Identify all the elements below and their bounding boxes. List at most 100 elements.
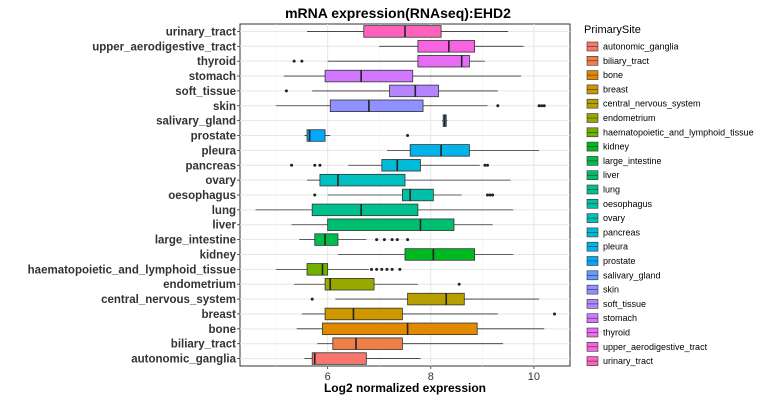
outlier-point [382, 238, 386, 242]
y-tick-label: autonomic_ganglia [131, 354, 236, 366]
legend-label: biliary_tract [603, 56, 650, 66]
box-breast [301, 307, 557, 321]
x-tick-label: 6 [325, 371, 331, 383]
box-stomach [283, 69, 522, 83]
legend-label: endometrium [603, 113, 656, 123]
outlier-point [553, 312, 557, 316]
legend-item-prostate: prostate [586, 256, 636, 266]
legend-item-central_nervous_system: central_nervous_system [586, 99, 701, 109]
legend-item-upper_aerodigestive_tract: upper_aerodigestive_tract [586, 342, 708, 352]
y-tick-label: pleura [201, 145, 236, 157]
outlier-point [375, 267, 379, 271]
box-iqr [306, 129, 326, 142]
box-lung [255, 203, 514, 217]
y-tick-label: oesophagus [168, 190, 236, 202]
box-upper_aerodigestive_tract [379, 40, 524, 53]
box-prostate [304, 129, 410, 142]
box-large_intestine [299, 233, 410, 246]
box-iqr [417, 54, 470, 68]
y-tick-label: kidney [200, 249, 237, 261]
outlier-point [395, 238, 399, 242]
box-haematopoietic_and_lymphoid_tissue [276, 263, 402, 276]
y-tick-label: thyroid [197, 56, 236, 68]
box-kidney [337, 248, 514, 261]
box-iqr [402, 188, 434, 202]
legend-item-liver: liver [586, 170, 620, 180]
box-iqr [329, 99, 424, 112]
legend-label: urinary_tract [603, 356, 654, 366]
box-soft_tissue [284, 84, 498, 98]
legend-label: autonomic_ganglia [603, 42, 679, 52]
outlier-point [310, 297, 314, 301]
y-tick-label: soft_tissue [175, 86, 236, 98]
box-iqr [381, 159, 421, 172]
chart-title: mRNA expression(RNAseq):EHD2 [285, 5, 511, 21]
outlier-point [540, 104, 544, 108]
outlier-point [290, 163, 294, 167]
outlier-point [284, 89, 288, 93]
outlier-point [369, 267, 373, 271]
legend-label: haematopoietic_and_lymphoid_tissue [603, 127, 754, 137]
outlier-point [496, 104, 500, 108]
legend-item-lung: lung [586, 185, 620, 195]
outlier-point [313, 163, 317, 167]
legend-title: PrimarySite [584, 24, 641, 36]
box-iqr [324, 69, 414, 83]
outlier-point [318, 163, 322, 167]
legend-label: pleura [603, 242, 628, 252]
legend-label: stomach [603, 313, 637, 323]
x-tick-label: 8 [428, 371, 434, 383]
box-liver [291, 218, 493, 231]
box-ovary [307, 173, 511, 187]
x-axis-ticks: 6 8 10 [325, 366, 540, 383]
y-tick-label: large_intestine [155, 235, 236, 247]
box-iqr [409, 144, 470, 157]
legend-item-autonomic_ganglia: autonomic_ganglia [586, 42, 679, 52]
box-iqr [332, 337, 403, 350]
box-iqr [389, 84, 439, 98]
y-tick-label: pancreas [185, 160, 236, 172]
outlier-point [486, 193, 489, 197]
y-tick-label: liver [212, 220, 236, 232]
legend-item-breast: breast [586, 84, 629, 94]
outlier-point [486, 163, 489, 167]
outlier-point [385, 267, 389, 271]
outlier-point [300, 59, 304, 63]
legend-label: pancreas [603, 227, 641, 237]
legend-label: bone [603, 70, 623, 80]
box-iqr [417, 40, 476, 53]
legend-item-biliary_tract: biliary_tract [586, 56, 650, 66]
y-tick-label: stomach [189, 71, 236, 83]
legend-label: salivary_gland [603, 270, 661, 280]
outlier-point [313, 193, 317, 197]
y-tick-label: central_nervous_system [101, 294, 236, 306]
y-tick-label: bone [209, 324, 236, 336]
box-thyroid [292, 54, 485, 68]
legend-label: oesophagus [603, 199, 653, 209]
box-iqr [306, 263, 329, 276]
box-pancreas [290, 159, 489, 172]
box-iqr [324, 278, 375, 291]
outlier-point [406, 134, 410, 138]
legend-item-pancreas: pancreas [586, 227, 641, 237]
legend-label: liver [603, 170, 620, 180]
box-iqr [311, 203, 419, 217]
legend-item-kidney: kidney [586, 142, 630, 152]
legend-label: large_intestine [603, 156, 662, 166]
legend-item-bone: bone [586, 70, 623, 80]
outlier-point [537, 104, 541, 108]
box-urinary_tract [307, 25, 509, 38]
box-iqr [407, 292, 465, 306]
legend-item-pleura: pleura [586, 242, 628, 252]
legend-label: kidney [603, 142, 630, 152]
legend-item-haematopoietic_and_lymphoid_tissue: haematopoietic_and_lymphoid_tissue [586, 127, 754, 137]
legend-item-soft_tissue: soft_tissue [586, 299, 646, 309]
legend-label: central_nervous_system [603, 99, 701, 109]
outlier-point [390, 238, 394, 242]
outlier-point [390, 267, 394, 271]
box-bone [296, 322, 545, 336]
box-endometrium [294, 278, 461, 291]
outlier-point [292, 59, 296, 63]
